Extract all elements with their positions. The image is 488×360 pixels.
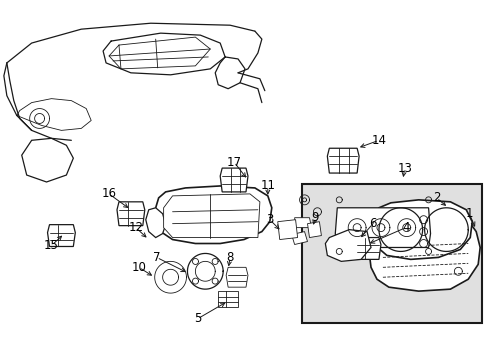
Text: 8: 8	[226, 251, 233, 264]
Text: 11: 11	[260, 179, 275, 193]
Polygon shape	[294, 218, 311, 228]
Polygon shape	[163, 194, 259, 238]
Polygon shape	[307, 222, 321, 238]
Polygon shape	[325, 230, 370, 261]
Polygon shape	[225, 267, 247, 287]
Polygon shape	[366, 206, 479, 291]
Polygon shape	[220, 168, 247, 192]
Polygon shape	[47, 225, 75, 247]
Text: 7: 7	[153, 251, 160, 264]
Text: 10: 10	[131, 261, 146, 274]
Text: 6: 6	[368, 217, 376, 230]
Polygon shape	[291, 231, 307, 244]
Polygon shape	[277, 220, 297, 239]
Text: 5: 5	[193, 312, 201, 325]
Text: 12: 12	[128, 221, 143, 234]
Polygon shape	[335, 208, 429, 247]
Text: 14: 14	[371, 134, 386, 147]
Text: 4: 4	[401, 221, 408, 234]
Bar	[301, 184, 481, 323]
Polygon shape	[218, 291, 238, 307]
Polygon shape	[368, 200, 471, 260]
Polygon shape	[154, 186, 271, 243]
Text: 3: 3	[265, 213, 273, 226]
Text: 2: 2	[432, 192, 439, 204]
Polygon shape	[326, 148, 358, 173]
Polygon shape	[145, 208, 165, 238]
Text: 15: 15	[44, 239, 59, 252]
Text: 13: 13	[397, 162, 411, 175]
Text: 1: 1	[465, 207, 472, 220]
Polygon shape	[354, 238, 380, 260]
Polygon shape	[117, 202, 144, 226]
Text: 16: 16	[102, 188, 116, 201]
Text: 9: 9	[311, 211, 319, 224]
Text: 17: 17	[226, 156, 241, 168]
